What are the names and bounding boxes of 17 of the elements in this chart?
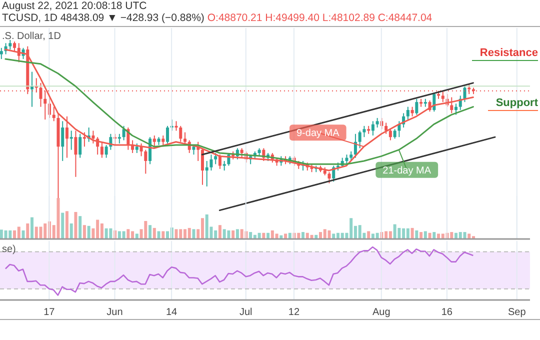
text: August 22, 2021 20:08:18 UTC: [2, 0, 147, 12]
x-tick-label: 12: [288, 307, 300, 318]
x-tick-label: 17: [44, 307, 56, 318]
series-label: 21-day MA: [382, 165, 432, 176]
annotation: .S. Dollar, 1D: [2, 31, 61, 42]
x-tick-label: Sep: [508, 307, 526, 318]
x-tick-label: 14: [166, 307, 178, 318]
x-tick-label: 16: [441, 307, 453, 318]
annotation: Resistance: [472, 47, 538, 61]
x-tick-label: Aug: [372, 307, 390, 318]
annotation: se): [2, 244, 16, 255]
chart-subtitle: O:48870.21 H:49499.40 L:48102.89 C:48447.04: [207, 12, 432, 24]
x-tick-label: Jun: [106, 307, 123, 318]
x-tick-label: Jul: [239, 307, 252, 318]
chart-title: TCUSD, 1D 48438.09 ▼ −428.93 (−0.88%): [2, 12, 204, 24]
text: 9-day MA: [296, 128, 340, 140]
annotation: Support: [488, 97, 538, 111]
